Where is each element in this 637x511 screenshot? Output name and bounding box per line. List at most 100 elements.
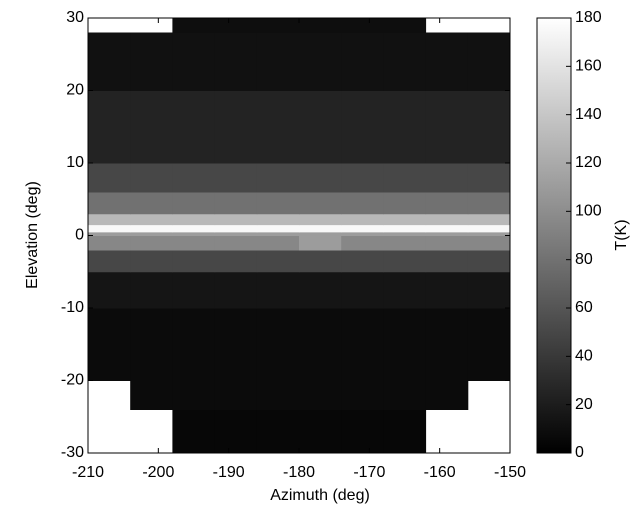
heat-cell <box>172 409 216 454</box>
heat-cell <box>299 250 342 273</box>
heat-cell <box>88 308 131 381</box>
heat-cell <box>383 18 427 33</box>
heat-cell <box>256 192 300 215</box>
heat-cell <box>299 224 342 233</box>
heat-cell <box>383 380 427 410</box>
heat-cell <box>299 18 342 33</box>
heat-cell <box>299 235 342 251</box>
heat-cell <box>172 90 216 164</box>
heat-cell <box>88 163 131 193</box>
heat-cell <box>299 163 342 193</box>
heat-cell <box>130 308 173 381</box>
heat-cell <box>425 235 469 251</box>
heat-cell <box>425 224 469 233</box>
x-tick-label: -150 <box>494 464 526 481</box>
x-tick-label: -200 <box>142 464 174 481</box>
heat-cell <box>425 192 469 215</box>
colorbar-tick-label: 0 <box>575 444 584 461</box>
heat-cell <box>214 213 258 226</box>
heat-cell <box>299 271 342 309</box>
heat-cell <box>172 271 216 309</box>
heat-cell <box>256 224 300 233</box>
heat-cell <box>88 235 131 251</box>
heat-cell <box>172 250 216 273</box>
heat-cell <box>383 213 427 226</box>
heat-cell <box>88 32 131 91</box>
heat-cell <box>256 32 300 91</box>
x-axis-label: Azimuth (deg) <box>270 487 370 504</box>
heat-cell <box>425 32 469 91</box>
y-tick-label: 0 <box>75 227 84 244</box>
heat-cell <box>172 163 216 193</box>
heat-cell <box>88 192 131 215</box>
heat-cell <box>214 409 258 454</box>
heat-cell <box>341 163 384 193</box>
colorbar <box>536 17 572 454</box>
heat-cell <box>341 409 384 454</box>
heat-cell <box>130 231 173 236</box>
heat-cell <box>130 271 173 309</box>
heat-cell <box>299 380 342 410</box>
colorbar-tick-label: 120 <box>575 154 602 171</box>
heat-cell <box>467 271 511 309</box>
heat-cell <box>299 192 342 215</box>
heat-cell <box>256 18 300 33</box>
heat-cell <box>383 409 427 454</box>
heat-cell <box>383 271 427 309</box>
heat-cell <box>130 32 173 91</box>
y-tick-label: -10 <box>61 299 84 316</box>
heat-cell <box>256 235 300 251</box>
heat-cell <box>256 271 300 309</box>
heat-cell <box>467 224 511 233</box>
heat-cell <box>172 380 216 410</box>
heat-cell <box>425 380 469 410</box>
heat-cell <box>88 271 131 309</box>
heat-cell <box>130 250 173 273</box>
heat-cell <box>383 224 427 233</box>
heat-cell <box>88 231 131 236</box>
heat-cell <box>214 90 258 164</box>
heat-cell <box>341 308 384 381</box>
heat-cell <box>130 213 173 226</box>
heat-cell <box>341 250 384 273</box>
heat-cell <box>256 231 300 236</box>
heat-cell <box>425 90 469 164</box>
heat-cell <box>425 213 469 226</box>
heat-cell <box>214 224 258 233</box>
heat-cell <box>299 231 342 236</box>
heat-cell <box>425 163 469 193</box>
heat-cell <box>467 235 511 251</box>
heat-cell <box>256 380 300 410</box>
heat-cell <box>299 90 342 164</box>
heat-cell <box>383 192 427 215</box>
heat-cell <box>214 250 258 273</box>
heat-cell <box>214 235 258 251</box>
heat-cell <box>172 192 216 215</box>
heat-cell <box>299 32 342 91</box>
heat-cell <box>341 224 384 233</box>
y-tick-label: -30 <box>61 444 84 461</box>
heat-cell <box>299 409 342 454</box>
heat-cell <box>172 235 216 251</box>
heat-cell <box>256 250 300 273</box>
heat-cell <box>172 18 216 33</box>
heat-cell <box>172 231 216 236</box>
heat-cell <box>88 90 131 164</box>
colorbar-label: T(K) <box>613 219 630 250</box>
heat-cell <box>172 224 216 233</box>
heat-cell <box>88 224 131 233</box>
colorbar-tick-label: 80 <box>575 251 593 268</box>
heat-cell <box>214 308 258 381</box>
y-tick-label: -20 <box>61 372 84 389</box>
heat-cell <box>341 235 384 251</box>
heat-cell <box>467 308 511 381</box>
heat-cell <box>425 231 469 236</box>
heat-cell <box>256 308 300 381</box>
heat-cell <box>425 250 469 273</box>
heat-cell <box>383 32 427 91</box>
x-tick-label: -180 <box>283 464 315 481</box>
heat-cell <box>341 271 384 309</box>
heat-cell <box>88 250 131 273</box>
colorbar-tick-label: 20 <box>575 396 593 413</box>
